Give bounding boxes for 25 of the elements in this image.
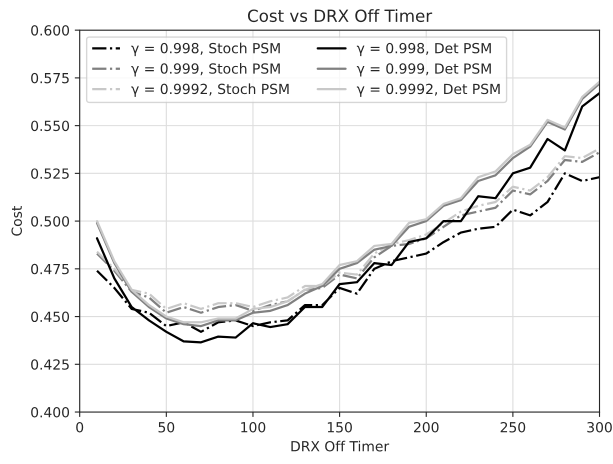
legend-label: γ = 0.9992, Det PSM xyxy=(356,84,500,97)
x-tick-label: 50 xyxy=(158,422,174,433)
x-axis-title: DRX Off Timer xyxy=(291,440,390,452)
legend-label: γ = 0.998, Det PSM xyxy=(356,42,491,56)
legend-label: γ = 0.9992, Stoch PSM xyxy=(131,83,289,97)
y-tick-label: 0.550 xyxy=(31,120,70,132)
x-tick-label: 200 xyxy=(414,422,439,433)
y-tick-label: 0.575 xyxy=(31,72,69,84)
x-tick-label: 0 xyxy=(76,422,84,433)
legend-label: γ = 0.998, Stoch PSM xyxy=(131,42,280,56)
chart-title: Cost vs DRX Off Timer xyxy=(248,9,432,22)
y-tick-label: 0.525 xyxy=(31,168,69,179)
x-tick-label: 250 xyxy=(500,422,526,433)
x-tick-label: 300 xyxy=(587,422,612,433)
y-tick-label: 0.400 xyxy=(31,407,70,418)
x-tick-label: 150 xyxy=(328,422,352,433)
y-tick-label: 0.600 xyxy=(31,25,70,36)
legend-label: γ = 0.999, Stoch PSM xyxy=(131,63,280,76)
y-tick-label: 0.450 xyxy=(31,312,70,322)
y-tick-label: 0.475 xyxy=(31,264,69,274)
x-tick-label: 100 xyxy=(241,422,266,433)
y-axis-title: Cost xyxy=(11,206,22,236)
y-tick-label: 0.425 xyxy=(31,359,69,370)
legend-label: γ = 0.999, Det PSM xyxy=(356,63,491,76)
y-tick-label: 0.500 xyxy=(31,216,70,227)
